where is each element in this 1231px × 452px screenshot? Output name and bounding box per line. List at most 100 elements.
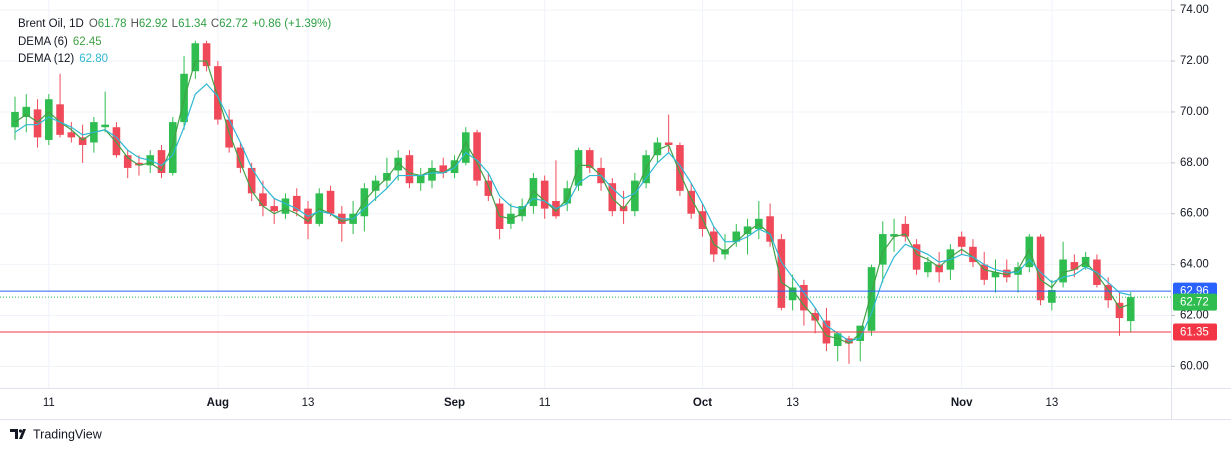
candle-body — [78, 137, 87, 146]
candle-body — [22, 106, 31, 118]
legend: Brent Oil, 1D O61.78 H62.92 L61.34 C62.72 +0.… — [18, 18, 331, 65]
candle-body — [969, 246, 977, 263]
candle-body — [416, 175, 425, 184]
candle-body — [653, 142, 662, 156]
candle-body — [123, 155, 132, 168]
candle-body — [281, 198, 290, 214]
candle-body — [1025, 236, 1034, 268]
brand-logo-dot — [18, 429, 23, 433]
candle-body — [890, 234, 898, 237]
candle-body — [236, 147, 245, 168]
candle-body — [191, 43, 200, 72]
candle-body — [473, 132, 481, 181]
candle-body — [135, 162, 143, 166]
legend-name: DEMA (6) — [18, 36, 68, 48]
brand-name: TradingView — [33, 427, 103, 441]
candle-body — [247, 167, 256, 194]
candle-body — [833, 333, 842, 347]
x-tick-label: Nov — [951, 397, 973, 409]
candle-body — [394, 157, 402, 171]
y-tick-label: 66.00 — [1180, 208, 1209, 220]
x-tick-label: Oct — [693, 397, 712, 409]
candle-body — [450, 160, 459, 174]
candle-body — [980, 264, 989, 280]
candle-body — [788, 287, 797, 301]
candle-body — [101, 124, 109, 128]
candle-body — [112, 127, 121, 156]
candle-body — [1059, 259, 1067, 283]
x-tick-label: Aug — [207, 397, 229, 409]
candle-body — [1002, 269, 1011, 278]
candle-body — [292, 195, 301, 212]
candle-body — [518, 206, 526, 217]
legend-dema-12: DEMA (12) 62.80 — [18, 53, 108, 65]
candle-body — [270, 206, 279, 212]
candle-body — [45, 99, 53, 140]
change: +0.86 (+1.39%) — [252, 18, 331, 30]
y-tick-label: 64.00 — [1180, 259, 1209, 271]
candle-body — [777, 239, 786, 308]
x-tick-label: 13 — [786, 397, 799, 409]
candle-body — [157, 150, 166, 174]
close-letter: C — [211, 18, 219, 30]
open-value: 61.78 — [98, 18, 127, 30]
symbol: Brent Oil, 1D — [18, 18, 84, 30]
legend-dema-6: DEMA (6) 62.45 — [18, 36, 102, 48]
candle-body — [428, 167, 436, 181]
candle-body — [1126, 297, 1135, 322]
candle-body — [811, 312, 819, 321]
candle-body — [439, 165, 448, 174]
candle-body — [912, 244, 921, 270]
y-tick-label: 70.00 — [1180, 106, 1209, 118]
candle-body — [991, 272, 1000, 278]
legend-value: 62.80 — [79, 53, 108, 65]
brand: TradingView — [10, 427, 103, 441]
candle-body — [1036, 236, 1045, 301]
candle-body — [867, 267, 876, 331]
candle-body — [732, 231, 741, 242]
candle-body — [687, 190, 695, 214]
x-tick-label: Sep — [444, 397, 465, 409]
candle-body — [1014, 267, 1022, 275]
candle-body — [1115, 302, 1124, 319]
candle-body — [360, 188, 369, 217]
candle-body — [924, 262, 932, 273]
indicator-line — [14, 60, 1131, 345]
candle-body — [1048, 290, 1056, 303]
candle-body — [383, 173, 391, 181]
high-letter: H — [131, 18, 139, 30]
candle-body — [168, 122, 177, 174]
candle-body — [214, 66, 222, 120]
price-badge-label: 61.35 — [1180, 327, 1209, 339]
candle-body — [33, 109, 42, 138]
candle-body — [664, 142, 673, 146]
x-tick-label: 11 — [539, 397, 551, 409]
x-tick-label: 11 — [43, 397, 55, 409]
y-tick-label: 60.00 — [1180, 360, 1209, 372]
candle-body — [484, 180, 493, 196]
candle-body — [56, 104, 64, 135]
open-letter: O — [89, 18, 98, 30]
y-tick-label: 68.00 — [1180, 157, 1209, 169]
candle-body — [743, 226, 752, 235]
y-tick-label: 62.00 — [1180, 310, 1209, 322]
candle-body — [563, 188, 572, 204]
low-value: 61.34 — [178, 18, 207, 30]
candle-body — [585, 150, 594, 168]
candle-body — [202, 43, 211, 67]
low-letter: L — [172, 18, 179, 30]
y-tick-label: 74.00 — [1180, 4, 1209, 16]
candle-body — [574, 150, 583, 186]
candle-body — [462, 132, 470, 163]
y-tick-label: 72.00 — [1180, 55, 1209, 67]
price-badge — [1173, 323, 1217, 341]
legend-name: DEMA (12) — [18, 53, 74, 65]
legend-value: 62.45 — [73, 36, 102, 48]
axes: 60.00 62.00 64.00 66.00 68.00 70.00 72.00 74.00… — [43, 4, 1217, 409]
close-value: 62.72 — [219, 18, 248, 30]
candle-body — [259, 193, 267, 207]
candle-body — [67, 132, 76, 138]
